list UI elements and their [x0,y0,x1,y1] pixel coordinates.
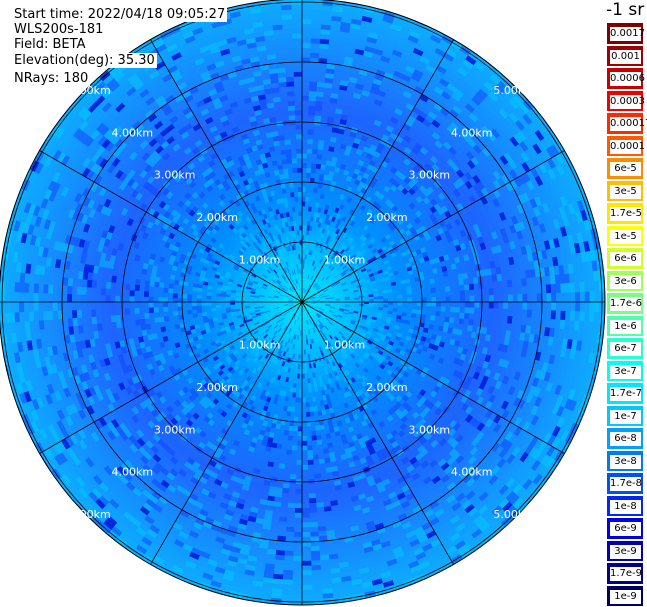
colorbar-tick-label: 1.7e-6 [610,297,643,311]
azimuth-spoke [39,301,303,454]
azimuth-spoke [301,301,454,565]
colorbar-swatch: 0.00017 [606,112,647,135]
colorbar-unit-label: -1 sr [606,0,645,20]
colorbar-swatch: 6e-9 [606,517,644,540]
range-ring-label: 2.00km [366,381,408,394]
azimuth-spoke [301,301,565,454]
range-ring-label: 4.00km [451,466,493,479]
colorbar-swatch: 0.0006 [606,67,645,90]
colorbar-tick-label: 1.7e-7 [610,387,643,401]
colorbar-tick-label: 0.001 [610,49,641,64]
colorbar-tick-label: 6e-5 [610,162,641,176]
colorbar-swatch: 1e-9 [606,584,644,607]
colorbar-swatch: 1e-8 [606,494,644,517]
range-ring-label: 1.00km [239,254,281,267]
colorbar-swatch: 3e-5 [606,179,644,202]
range-ring-label: 4.00km [112,466,154,479]
range-ring-label: 3.00km [408,423,450,436]
range-ring-label: 1.00km [324,338,366,351]
colorbar-tick-label: 0.0003 [610,94,645,109]
colorbar-swatch: 1.7e-8 [606,472,644,495]
range-ring-label: 5.00km [69,508,111,521]
colorbar-swatch: 1.7e-7 [606,382,644,405]
range-ring-label: 3.00km [154,423,196,436]
range-ring-label: 1.00km [324,254,366,267]
colorbar-swatch: 6e-7 [606,337,644,360]
colorbar-tick-label: 0.0006 [610,72,645,86]
colorbar-tick-label: 3e-6 [610,274,641,289]
colorbar-tick-label: 6e-7 [610,342,641,356]
colorbar-swatch: 0.0003 [606,89,645,112]
azimuth-spoke [39,150,303,303]
colorbar-tick-label: 3e-8 [610,454,641,469]
colorbar-swatch: 6e-8 [606,427,644,450]
azimuth-spoke [301,150,565,303]
colorbar-tick-label: 6e-8 [610,432,641,446]
colorbar-swatch: 3e-6 [606,269,644,292]
colorbar-swatch: 3e-7 [606,359,644,382]
colorbar-swatch: 6e-5 [606,157,644,180]
colorbar-swatch: 1e-7 [606,404,644,427]
colorbar-tick-label: 1e-7 [610,409,641,424]
range-ring-label: 4.00km [451,126,493,139]
colorbar-tick-label: 0.0001 [610,139,645,154]
colorbar-swatch: 6e-6 [606,247,644,270]
colorbar-swatch: 1.7e-9 [606,562,644,585]
colorbar-tick-label: 1.7e-8 [610,477,643,491]
start-time-label: Start time: 2022/04/18 09:05:27 [12,7,228,22]
range-ring-label: 3.00km [408,169,450,182]
colorbar-swatch: 1e-5 [606,224,644,247]
colorbar-swatch: 1.7e-5 [606,202,644,225]
colorbar-tick-label: 1.7e-9 [610,567,643,581]
colorbar-tick-label: 3e-5 [610,184,641,199]
colorbar-tick-label: 6e-6 [610,252,641,266]
range-ring-label: 4.00km [112,126,154,139]
colorbar-tick-label: 1e-9 [610,589,641,604]
azimuth-spoke [150,39,303,303]
range-ring-label: 3.00km [154,169,196,182]
colorbar-tick-label: 3e-7 [610,364,641,379]
colorbar-tick-label: 6e-9 [610,522,641,536]
elevation-label: Elevation(deg): 35.30 [12,53,157,68]
range-ring-label: 5.00km [493,508,535,521]
colorbar-swatch: 1e-6 [606,314,644,337]
range-grid [0,0,606,606]
colorbar-tick-label: 1e-8 [610,499,641,514]
range-ring-label: 2.00km [366,211,408,224]
colorbar-swatch: 3e-8 [606,449,644,472]
azimuth-spoke [150,301,303,565]
colorbar-swatch: 0.001 [606,44,644,67]
range-ring-labels: 1.00km 1.00km 1.00km 1.00km 2.00km 2.00km 2.00… [69,84,535,521]
colorbar-tick-label: 3e-9 [610,544,641,559]
range-ring-label: 5.00km [69,84,111,97]
colorbar-swatch: 0.0017 [606,22,645,45]
range-ring-label: 2.00km [196,211,238,224]
colorbar-tick-label: 0.00017 [610,117,647,131]
azimuth-spoke [301,39,454,303]
colorbar-swatch: 1.7e-6 [606,292,644,315]
range-ring-label: 2.00km [196,381,238,394]
colorbar-tick-label: 1e-5 [610,229,641,244]
colorbar-tick-label: 1e-6 [610,319,641,334]
range-ring-label: 5.00km [493,84,535,97]
field-label: Field: BETA [12,37,88,52]
colorbar-swatch: 0.0001 [606,134,645,157]
nrays-label: NRays: 180 [12,71,91,86]
backscatter-field [0,0,606,606]
colorbar-tick-label: 1.7e-5 [610,207,643,221]
colorbar-tick-label: 0.0017 [610,27,645,41]
colorbar-swatch: 3e-9 [606,539,644,562]
range-ring-label: 1.00km [239,338,281,351]
instrument-label: WLS200s-181 [12,22,106,37]
